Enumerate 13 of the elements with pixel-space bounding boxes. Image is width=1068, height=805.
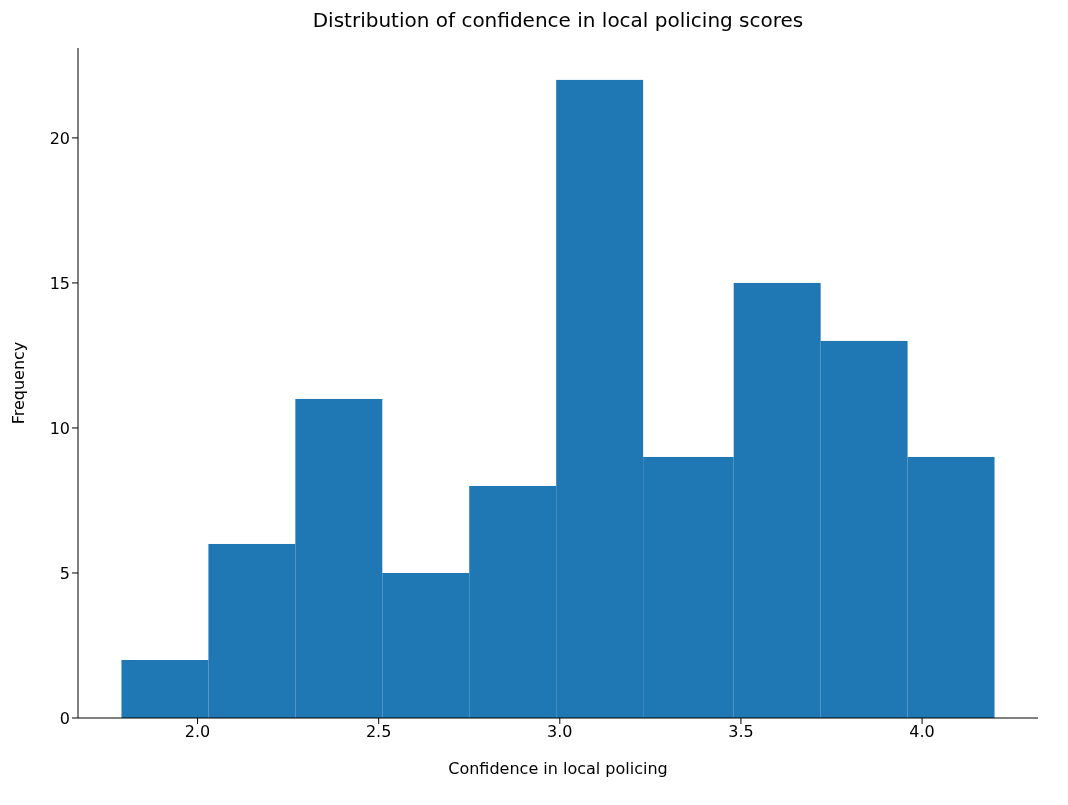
- y-tick-label: 15: [49, 273, 70, 293]
- y-tick-label: 0: [59, 708, 70, 728]
- y-tick-label: 5: [59, 563, 70, 583]
- chart-title: Distribution of confidence in local policing scores: [311, 8, 805, 34]
- x-tick-label: 3.0: [547, 722, 573, 742]
- x-axis-title: Confidence in local policing: [448, 759, 668, 778]
- x-tick-label: 4.0: [909, 722, 935, 742]
- y-tick-label: 10: [49, 418, 70, 438]
- y-axis-title: Frequency: [8, 341, 28, 425]
- x-tick-label: 2.0: [184, 722, 211, 742]
- y-tick-label: 20: [49, 128, 70, 148]
- x-tick-label: 3.5: [728, 722, 754, 742]
- x-tick-label: 2.5: [365, 722, 392, 742]
